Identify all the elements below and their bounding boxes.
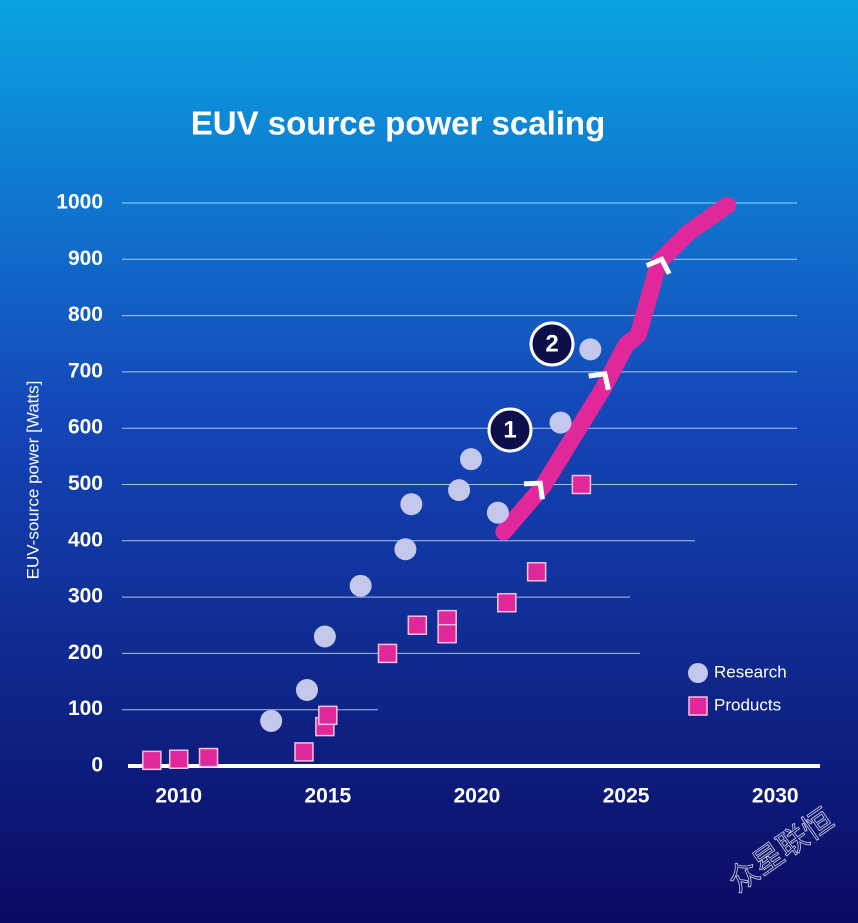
y-tick-label: 1000 — [56, 191, 103, 214]
research-point — [394, 538, 417, 561]
product-point — [318, 705, 338, 726]
y-tick-label: 100 — [68, 697, 103, 720]
research-point — [549, 411, 572, 434]
x-tick-label: 2025 — [603, 785, 650, 808]
chart-title: EUV source power scaling — [191, 105, 605, 142]
annotation-label: 2 — [545, 330, 558, 357]
y-tick-label: 200 — [68, 641, 103, 664]
roadmap-line — [495, 196, 737, 541]
product-point — [198, 747, 219, 768]
x-tick-label: 2010 — [155, 785, 202, 808]
research-point — [448, 479, 471, 502]
research-point — [579, 338, 602, 361]
annotation-badge — [529, 321, 575, 367]
x-tick-label: 2015 — [304, 785, 351, 808]
legend-marker — [688, 663, 708, 683]
y-tick-label: 300 — [68, 585, 103, 608]
y-tick-label: 0 — [91, 754, 103, 777]
product-point — [377, 643, 398, 664]
annotation-badge — [487, 407, 533, 453]
product-point — [407, 615, 428, 635]
research-point — [313, 625, 336, 648]
research-point — [260, 709, 283, 732]
legend-marker — [688, 696, 708, 716]
y-axis-label: EUV-source power [Watts] — [23, 381, 42, 580]
product-point — [526, 562, 547, 582]
product-point — [294, 742, 314, 762]
x-tick-label: 2020 — [454, 785, 501, 808]
research-point — [400, 493, 423, 516]
product-point — [142, 750, 162, 771]
y-tick-label: 800 — [68, 303, 103, 326]
chevron — [645, 256, 672, 275]
chevron — [588, 371, 611, 391]
chevron — [523, 480, 545, 500]
product-point — [168, 749, 189, 769]
research-point — [349, 574, 372, 597]
legend-label: Research — [714, 662, 787, 681]
research-point — [460, 448, 483, 471]
y-tick-label: 900 — [68, 247, 103, 270]
y-tick-label: 400 — [68, 528, 103, 551]
y-tick-label: 700 — [68, 359, 103, 382]
product-point — [571, 474, 592, 495]
product-point — [497, 592, 517, 613]
y-tick-label: 500 — [68, 472, 103, 495]
annotation-label: 1 — [503, 416, 516, 443]
product-point — [437, 623, 457, 644]
y-tick-label: 600 — [68, 416, 103, 439]
x-tick-label: 2030 — [752, 785, 799, 808]
research-point — [295, 678, 318, 701]
research-point — [486, 501, 509, 524]
legend-label: Products — [714, 695, 781, 714]
